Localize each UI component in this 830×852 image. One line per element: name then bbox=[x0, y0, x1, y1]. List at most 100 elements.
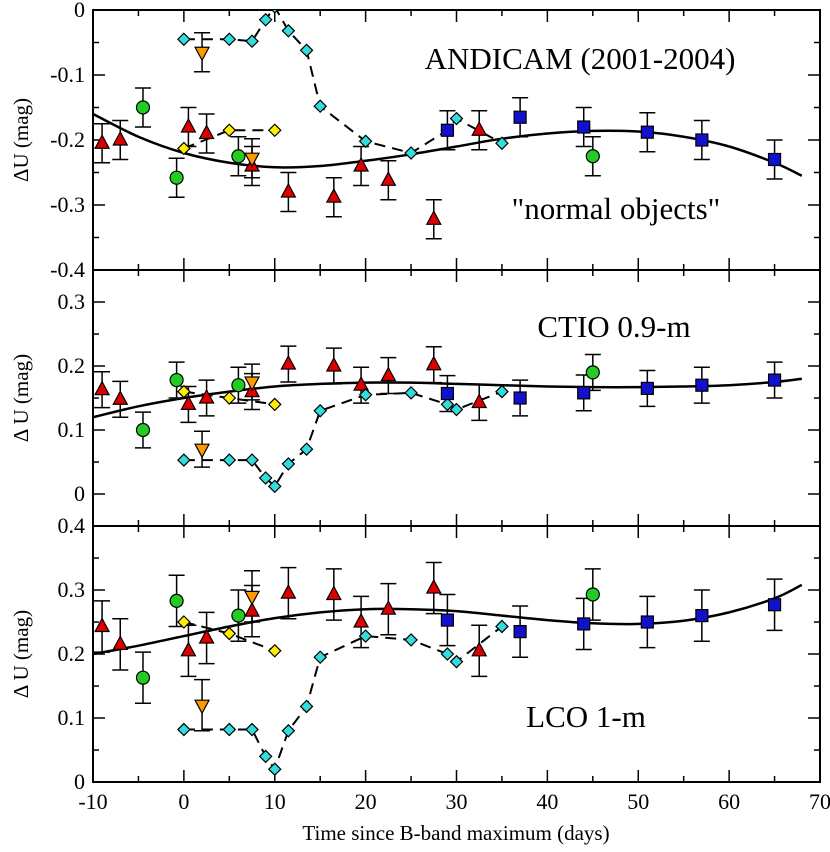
panel-frame-lco bbox=[92, 525, 821, 783]
plot-area-lco bbox=[93, 561, 803, 777]
data-point bbox=[244, 590, 261, 606]
data-point bbox=[425, 578, 442, 594]
data-point bbox=[281, 723, 296, 738]
panel-subtitle-andicam: "normal objects" bbox=[512, 191, 721, 226]
series-line bbox=[183, 625, 503, 772]
data-point bbox=[222, 391, 237, 405]
data-point bbox=[353, 156, 370, 172]
data-point bbox=[449, 654, 464, 669]
data-point bbox=[767, 373, 782, 387]
data-point bbox=[695, 378, 709, 392]
data-point bbox=[404, 146, 418, 160]
panel-lco: 0 0.1 0.2 0.3 0.4 Δ U (mag) bbox=[9, 513, 821, 794]
x-tick-label: 50 bbox=[627, 789, 649, 814]
y-axis-label-ctio: Δ U (mag) bbox=[9, 354, 33, 442]
x-tick-label: -10 bbox=[78, 789, 107, 814]
data-point bbox=[231, 608, 246, 623]
data-point bbox=[280, 182, 297, 198]
data-point bbox=[112, 130, 129, 146]
data-point bbox=[244, 601, 261, 617]
y-tick-label: 0 bbox=[74, 0, 85, 22]
data-point bbox=[358, 387, 373, 402]
y-tick-label: -0.4 bbox=[50, 257, 85, 282]
data-point bbox=[313, 403, 328, 418]
data-point bbox=[380, 366, 397, 382]
data-point bbox=[577, 120, 591, 134]
data-point bbox=[231, 378, 246, 393]
data-point bbox=[325, 187, 342, 203]
y-tick-label: -0.3 bbox=[50, 192, 85, 217]
data-point bbox=[380, 599, 397, 615]
data-point bbox=[404, 633, 418, 647]
data-point bbox=[767, 152, 782, 167]
data-point bbox=[245, 722, 259, 737]
data-point bbox=[94, 617, 111, 633]
data-point bbox=[258, 471, 273, 485]
panels-layer: -0.4 -0.3 -0.2 -0.1 0 ΔU (mag) 0 0.1 0.2 0.3 Δ U (… bbox=[9, 0, 830, 814]
data-point bbox=[198, 124, 215, 140]
data-point bbox=[313, 650, 328, 665]
data-point bbox=[180, 117, 197, 133]
data-point bbox=[299, 43, 314, 58]
data-point bbox=[112, 390, 129, 405]
data-point bbox=[267, 397, 282, 412]
data-point bbox=[267, 123, 282, 138]
data-point bbox=[299, 699, 314, 714]
data-point bbox=[169, 593, 184, 608]
x-tick-label: 70 bbox=[809, 789, 830, 814]
y-tick-label: 0.2 bbox=[58, 641, 86, 666]
y-tick-label: -0.1 bbox=[50, 62, 85, 87]
data-point bbox=[440, 647, 455, 661]
y-tick-label: -0.2 bbox=[50, 127, 85, 152]
panel-title-lco: LCO 1-m bbox=[526, 699, 646, 734]
x-tick-label: 60 bbox=[718, 789, 740, 814]
data-point bbox=[299, 442, 314, 457]
data-point bbox=[281, 23, 296, 38]
data-point bbox=[271, 10, 279, 14]
data-point bbox=[585, 149, 600, 164]
y-tick-label: 0.2 bbox=[58, 353, 86, 378]
y-tick-label: 0.3 bbox=[58, 577, 86, 602]
data-point bbox=[245, 34, 259, 49]
data-point bbox=[471, 641, 488, 657]
data-point bbox=[244, 152, 261, 168]
x-tick-label: 10 bbox=[264, 789, 286, 814]
data-point bbox=[495, 619, 509, 634]
series-line bbox=[183, 129, 275, 150]
data-point bbox=[177, 722, 191, 737]
data-point bbox=[258, 749, 273, 764]
data-point bbox=[353, 375, 370, 391]
y-tick-label: 0 bbox=[74, 481, 85, 506]
data-point bbox=[112, 635, 129, 651]
data-point bbox=[449, 111, 464, 126]
data-point bbox=[577, 386, 591, 400]
data-point bbox=[281, 457, 296, 471]
data-point bbox=[222, 626, 237, 641]
data-point bbox=[222, 722, 237, 737]
data-point bbox=[135, 670, 151, 685]
data-point bbox=[135, 422, 151, 438]
y-tick-label: 0.3 bbox=[58, 289, 86, 314]
data-point bbox=[440, 397, 455, 412]
data-point bbox=[325, 356, 342, 372]
data-point bbox=[471, 120, 488, 136]
data-point bbox=[94, 133, 111, 149]
data-point bbox=[194, 699, 211, 715]
data-point bbox=[135, 100, 151, 115]
data-point bbox=[767, 598, 782, 612]
data-point bbox=[471, 393, 488, 409]
data-point bbox=[194, 443, 211, 459]
data-point bbox=[380, 171, 397, 186]
y-axis-label-andicam: ΔU (mag) bbox=[9, 98, 33, 182]
y-axis-label-lco: Δ U (mag) bbox=[9, 610, 33, 698]
data-point bbox=[440, 613, 455, 627]
plot-area-andicam bbox=[93, 10, 803, 240]
data-point bbox=[169, 170, 184, 185]
data-point bbox=[440, 386, 455, 401]
data-point bbox=[94, 380, 111, 396]
data-point bbox=[425, 355, 442, 371]
data-point bbox=[313, 99, 328, 114]
data-point bbox=[513, 110, 527, 124]
data-point bbox=[180, 641, 197, 657]
